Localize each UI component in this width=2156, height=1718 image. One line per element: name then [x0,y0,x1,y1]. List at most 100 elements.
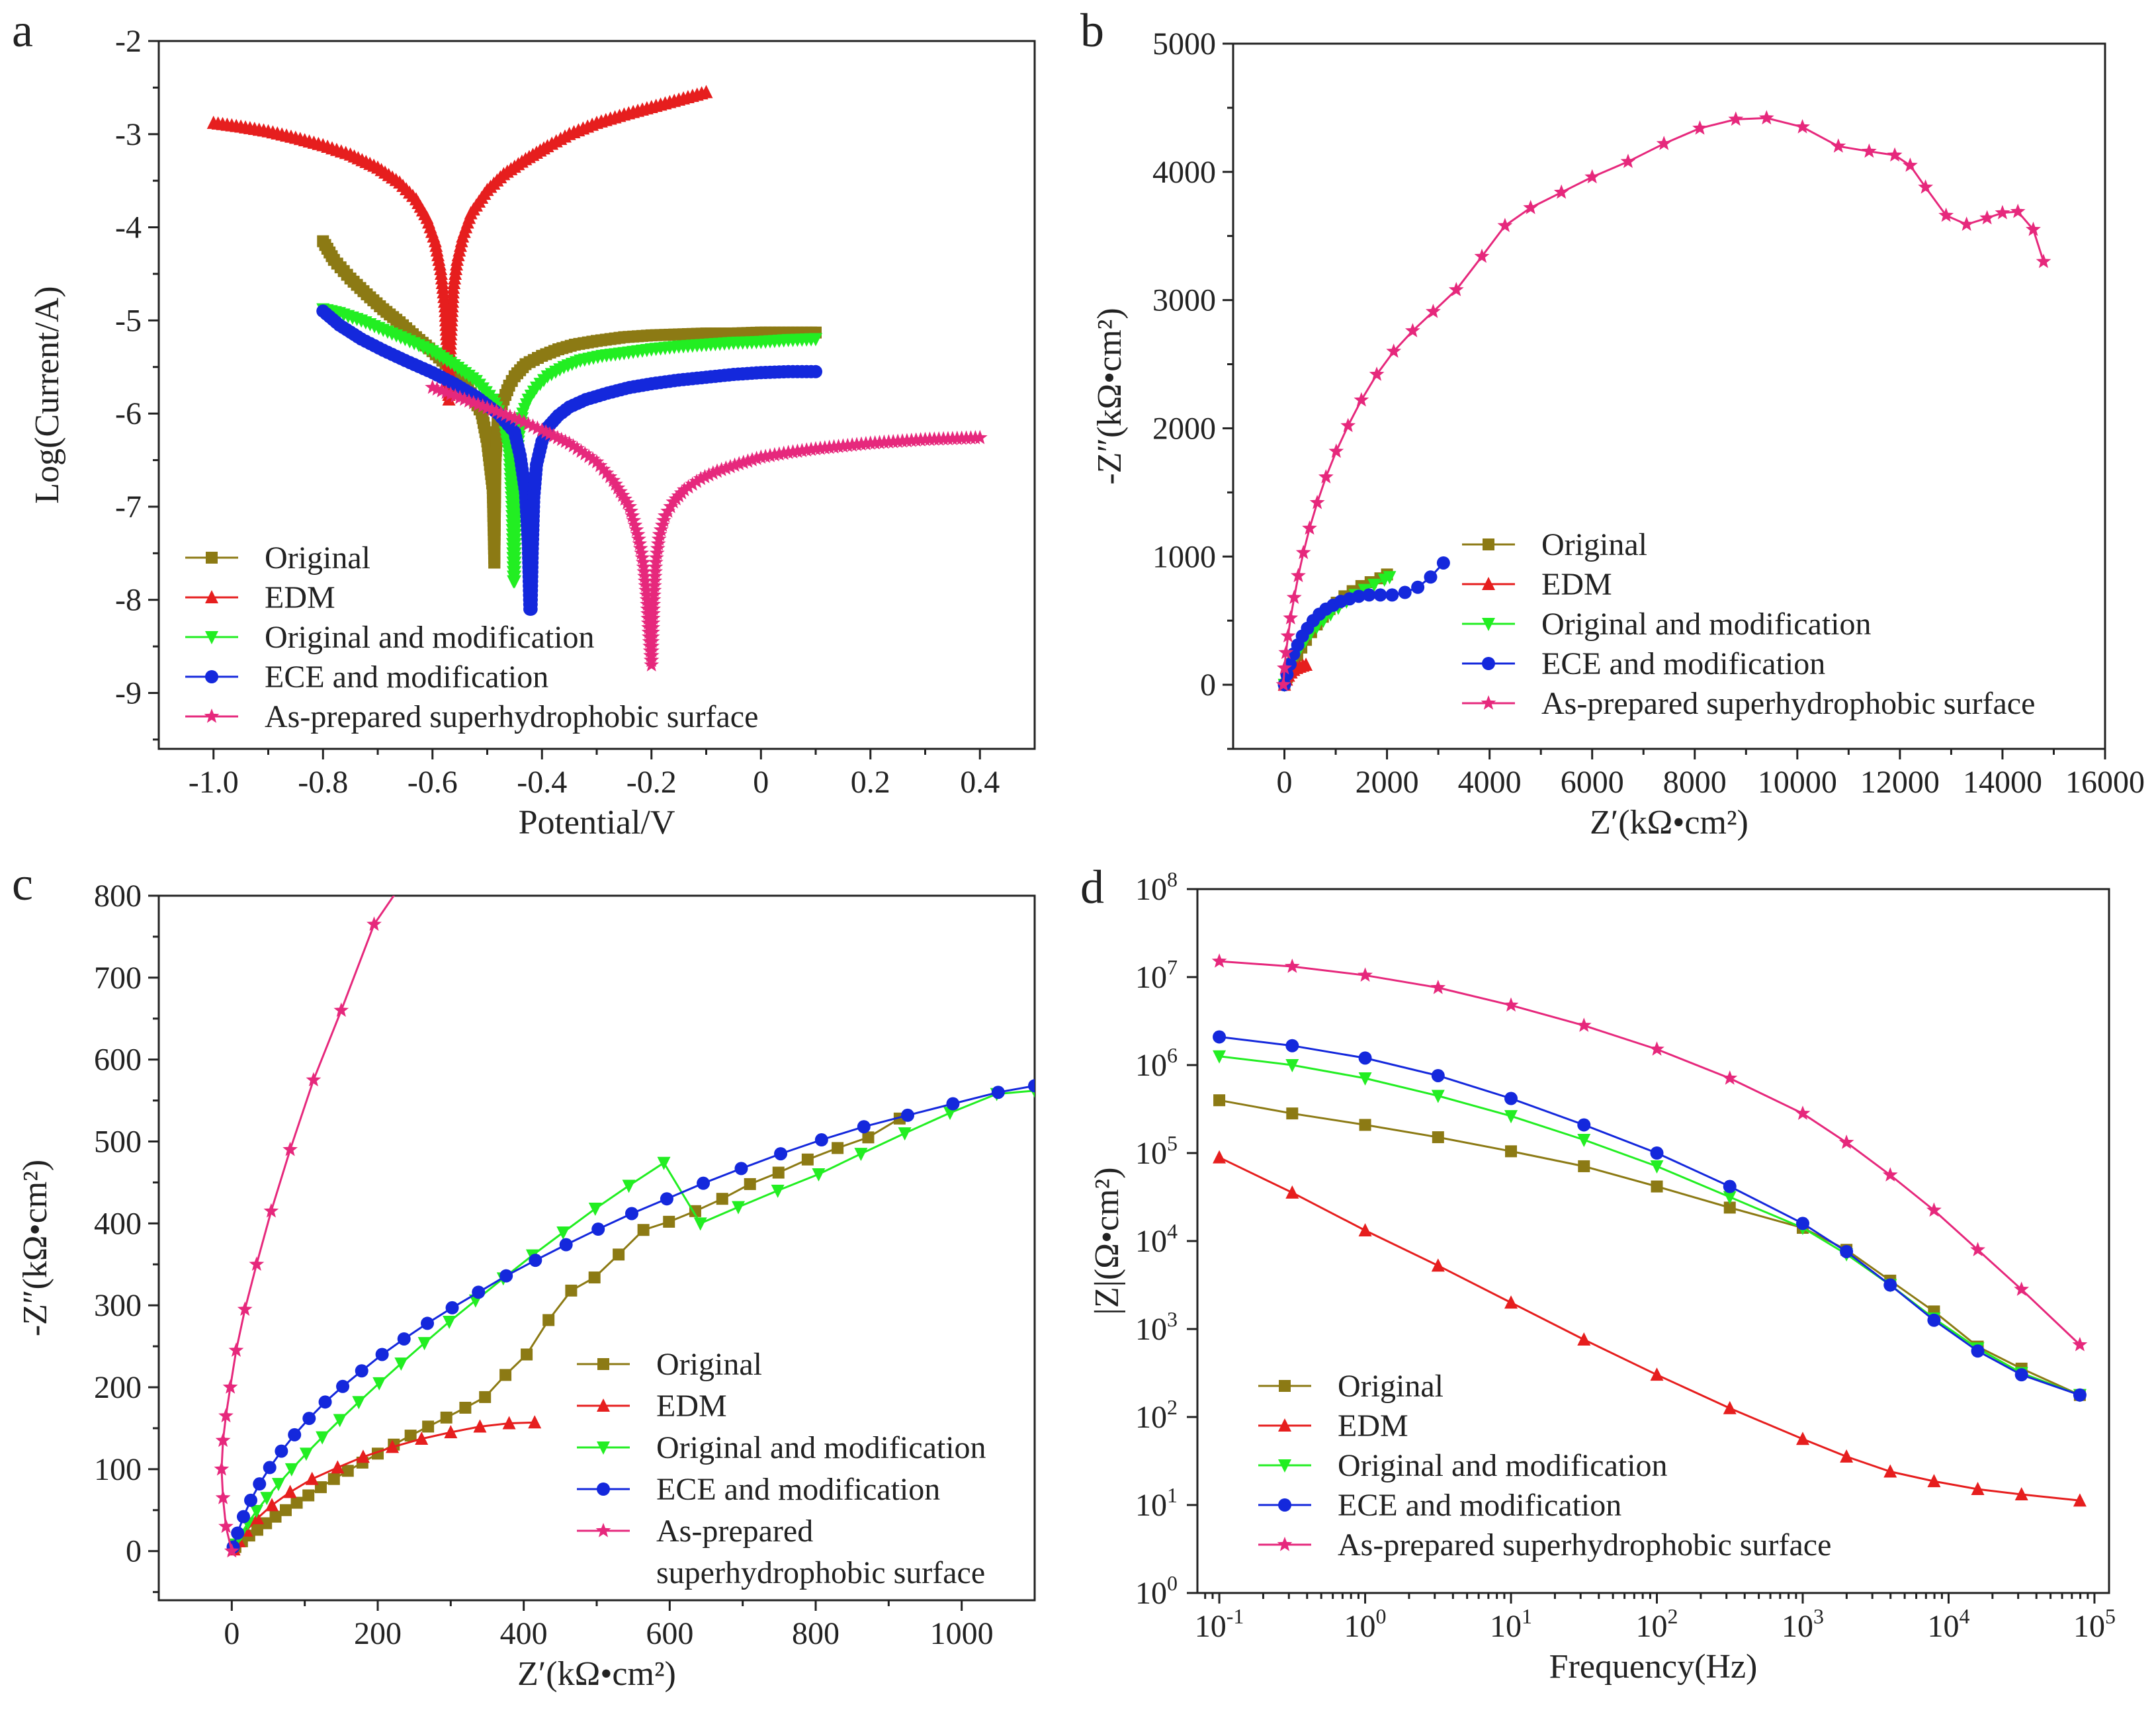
data-point [327,1473,340,1485]
data-point [299,1447,313,1461]
data-point [1448,282,1464,296]
data-point [1286,589,1302,604]
data-point [1918,179,1934,194]
y-tick-label: 2000 [1152,411,1216,446]
x-tick-label: 104 [1927,1604,1969,1644]
data-point [1959,216,1975,231]
data-point [608,476,623,491]
data-point [647,568,663,583]
data-point [282,1141,298,1156]
legend-marker-original [597,1358,609,1370]
data-point [218,1408,234,1423]
data-point [218,1518,234,1533]
data-point [1430,980,1446,994]
data-point [260,1517,273,1529]
data-point [479,1391,492,1403]
data-point [2014,1368,2028,1382]
data-point [306,1072,322,1087]
data-point [1553,184,1569,199]
legend-marker-ece-and-modification [1278,1498,1291,1512]
panel-label-a: a [12,4,33,57]
data-point [472,1285,486,1299]
data-point [529,420,545,435]
y-tick-label: -8 [115,583,142,618]
data-point [646,591,662,607]
x-tick-label: -1.0 [189,765,239,800]
data-point [734,1162,748,1176]
data-point [250,1511,264,1525]
data-point [644,638,660,653]
data-point [1359,1119,1371,1131]
y-tick-label: -7 [115,490,142,525]
data-point [2073,1493,2087,1507]
data-point [644,657,660,671]
data-point [1340,417,1356,433]
data-point [1285,1185,1299,1199]
legend-label: Original and modification [1541,607,1872,642]
data-point [585,451,601,466]
legend-b: Original EDM Original and modification ECE … [1462,527,2035,721]
y-tick-label: 300 [94,1288,142,1323]
y-tick-label: 400 [94,1206,142,1241]
data-point [249,1256,265,1271]
y-axis-title: -Z″(kΩ•cm²) [17,1160,54,1336]
legend-marker-original [1279,1380,1291,1392]
legend-label: Original [265,540,370,576]
x-tick-label: 16000 [2065,765,2145,800]
data-point [595,461,611,476]
data-point [736,454,752,469]
data-point [573,443,589,458]
data-point [727,457,742,472]
data-point [648,564,663,579]
y-axis-title: |Z|(Ω•cm²) [1088,1167,1126,1314]
x-tick-label: 0 [1277,765,1293,800]
data-point [283,1484,297,1498]
data-point [1883,1464,1897,1478]
data-point [644,652,660,667]
data-point [946,1097,960,1111]
data-point [2010,203,2026,218]
data-point [718,460,734,475]
data-point [356,1449,370,1463]
data-point [316,1431,329,1445]
data-point [1497,218,1513,232]
data-point [1354,392,1369,407]
data-point [697,1176,711,1190]
data-point [1424,570,1438,584]
legend-label: As-prepared [656,1514,813,1549]
y-tick-label: 101 [1135,1483,1178,1523]
x-tick-label: -0.2 [626,765,677,800]
data-point [898,1127,912,1141]
data-point [1795,119,1810,134]
data-point [589,454,605,469]
y-tick-label: 500 [94,1125,142,1160]
data-point [1328,443,1344,458]
data-point [605,472,621,488]
data-point [1938,207,1954,222]
x-tick-label: 100 [1344,1604,1387,1644]
data-point [231,1526,245,1540]
data-point [565,1284,578,1297]
y-axis-title: -Z″(kΩ•cm²) [1091,308,1129,484]
data-point [646,587,662,602]
legend-label: Original and modification [1338,1448,1668,1483]
data-point [499,1369,512,1381]
data-point [660,1192,673,1206]
data-point [570,441,585,455]
data-point [693,470,709,486]
data-point [1278,644,1294,660]
data-point [1862,143,1877,158]
legend-label: ECE and modification [1338,1488,1621,1523]
legend-label: EDM [1541,567,1612,602]
data-point [333,1002,349,1017]
y-tick-label: -3 [115,117,142,152]
data-point [1927,1474,1941,1488]
data-point [1504,1295,1518,1309]
data-point [1504,1110,1518,1124]
data-point [1286,1107,1299,1120]
data-point [617,491,632,506]
data-point [2014,1487,2028,1501]
y-tick-label: 3000 [1152,283,1216,318]
data-point [445,1301,459,1314]
data-point [375,1348,389,1361]
